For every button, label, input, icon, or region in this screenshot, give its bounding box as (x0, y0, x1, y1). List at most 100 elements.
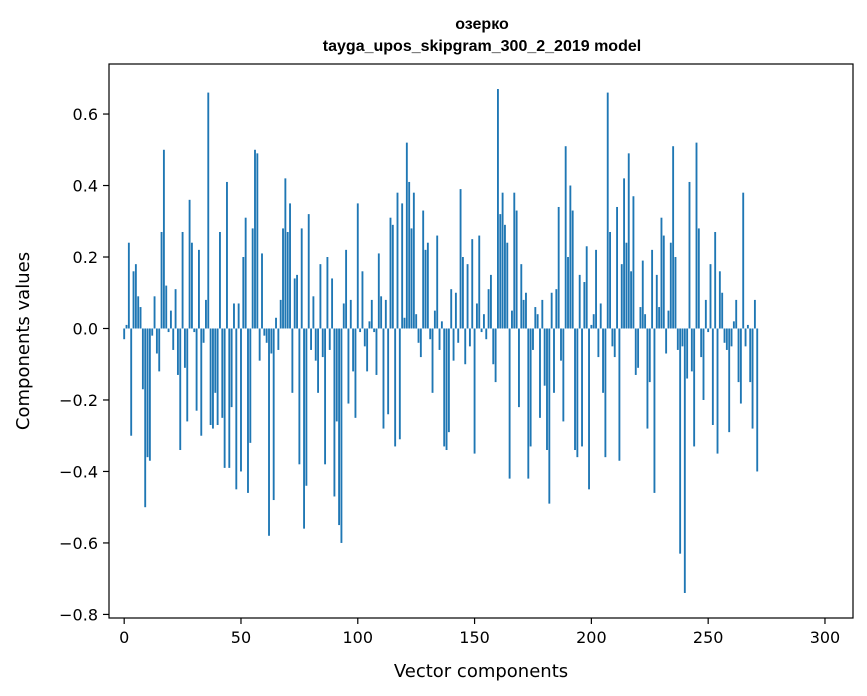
bar-182 (548, 328, 551, 504)
y-tick-label: −0.6 (59, 534, 98, 553)
bar-203 (597, 328, 600, 358)
bar-173 (527, 328, 530, 479)
y-tick-label: 0.2 (73, 248, 98, 267)
bar-53 (247, 328, 249, 493)
bar-213 (620, 264, 623, 329)
bar-93 (340, 328, 343, 543)
bar-176 (534, 307, 537, 329)
bar-214 (623, 178, 626, 329)
bar-224 (646, 328, 649, 429)
bar-204 (599, 303, 602, 329)
bar-162 (501, 192, 504, 329)
bar-135 (438, 328, 441, 350)
bar-38 (212, 328, 214, 429)
bar-145 (461, 257, 464, 329)
bar-105 (368, 321, 371, 329)
bar-118 (398, 328, 401, 440)
bar-22 (174, 289, 177, 329)
bar-167 (513, 192, 516, 329)
bar-186 (557, 206, 560, 329)
bar-65 (275, 317, 277, 329)
bar-195 (578, 274, 581, 329)
bar-99 (354, 328, 357, 418)
bar-106 (370, 299, 373, 329)
bar-117 (396, 192, 399, 329)
bar-33 (200, 328, 203, 436)
bar-55 (251, 228, 254, 329)
bar-154 (482, 314, 485, 329)
bar-262 (735, 299, 738, 329)
bar-75 (298, 328, 301, 465)
bar-47 (233, 303, 235, 329)
bar-147 (466, 264, 469, 329)
bar-84 (319, 264, 322, 329)
bar-178 (539, 328, 541, 418)
bar-125 (415, 314, 418, 329)
bar-177 (536, 314, 539, 329)
bar-248 (702, 328, 705, 400)
bar-268 (749, 328, 752, 383)
bar-136 (440, 321, 443, 329)
bar-260 (730, 328, 733, 347)
bar-231 (662, 235, 665, 329)
bar-207 (606, 92, 609, 329)
bar-94 (342, 303, 345, 329)
bar-199 (588, 328, 590, 490)
bar-181 (546, 328, 548, 451)
bar-215 (625, 242, 628, 329)
bar-19 (167, 328, 170, 333)
bar-222 (641, 260, 644, 329)
bar-168 (515, 210, 518, 329)
bar-198 (585, 246, 588, 329)
bar-32 (198, 249, 200, 329)
chart-title: озерко (455, 16, 509, 33)
bar-269 (751, 328, 754, 429)
bar-62 (268, 328, 270, 536)
bar-29 (190, 242, 193, 329)
bar-60 (263, 328, 266, 336)
bar-36 (207, 92, 210, 329)
bar-197 (583, 282, 586, 329)
bar-146 (464, 328, 467, 365)
bar-28 (188, 199, 191, 329)
bar-170 (520, 264, 523, 329)
y-tick-label: 0.4 (73, 177, 98, 196)
bar-71 (289, 203, 291, 329)
bar-230 (660, 217, 663, 329)
bar-30 (193, 328, 196, 333)
bar-171 (522, 299, 525, 329)
bar-179 (541, 299, 544, 329)
bar-165 (508, 328, 511, 479)
x-tick-label: 50 (231, 628, 251, 647)
bar-24 (179, 328, 182, 451)
bar-233 (667, 310, 670, 329)
bar-183 (550, 292, 553, 329)
bar-120 (403, 317, 406, 329)
bar-107 (373, 328, 376, 333)
y-axis-ticks: −0.8 −0.6 −0.4 −0.2 0.0 0.2 0.4 0.6 (59, 105, 109, 624)
bar-169 (518, 328, 520, 408)
bar-223 (644, 314, 647, 329)
bar-221 (639, 307, 642, 329)
bar-7 (139, 307, 142, 329)
bar-50 (240, 328, 242, 472)
bar-26 (183, 328, 186, 368)
bar-249 (704, 299, 707, 329)
bar-90 (333, 328, 336, 497)
bar-243 (690, 328, 693, 372)
bar-208 (609, 231, 611, 329)
bar-225 (648, 328, 651, 383)
bar-25 (181, 231, 184, 329)
bar-150 (473, 328, 476, 454)
bar-40 (216, 328, 219, 425)
bar-15 (158, 328, 161, 372)
bar-46 (230, 328, 233, 408)
bar-254 (716, 328, 719, 454)
bar-140 (450, 289, 453, 329)
bar-8 (141, 328, 144, 390)
x-tick-label: 200 (576, 628, 607, 647)
bar-241 (686, 328, 689, 379)
bar-13 (153, 296, 156, 329)
bar-115 (391, 224, 394, 329)
bar-133 (433, 310, 436, 329)
